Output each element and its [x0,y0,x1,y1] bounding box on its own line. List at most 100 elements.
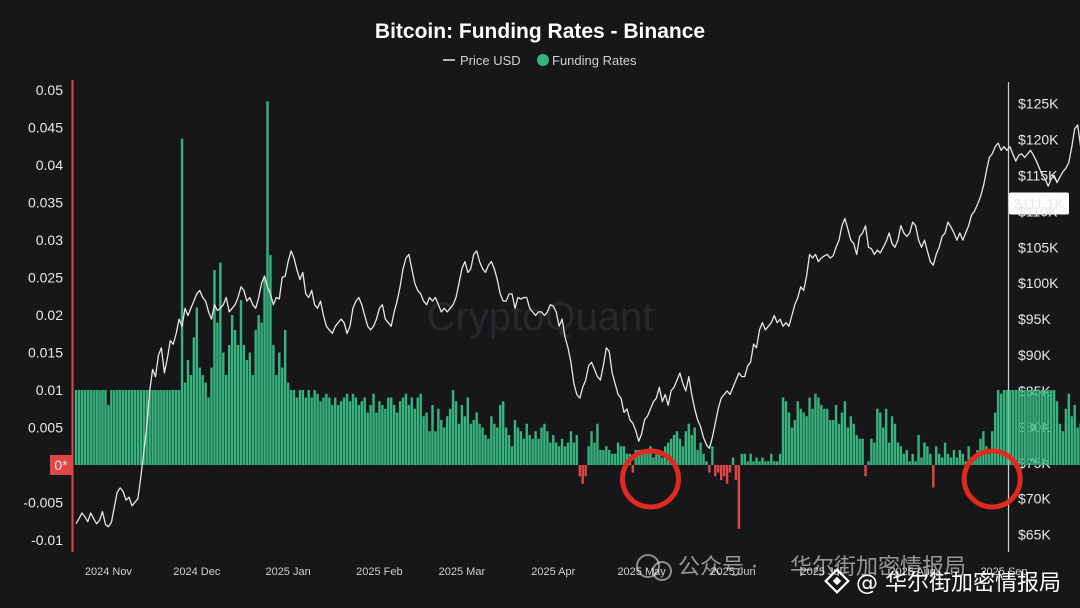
funding-rate-bar [183,382,187,465]
funding-rate-bar [693,427,696,465]
watermark: CryptoQuant [427,295,654,339]
funding-rate-bar [837,423,841,465]
funding-rate-bar [834,405,838,465]
funding-rate-bar [864,465,867,477]
price-line-group [75,124,1080,528]
funding-rate-bar [531,438,534,465]
funding-rate-bar [204,382,207,465]
funding-rate-bar [876,408,879,465]
funding-rate-bar [331,405,334,465]
funding-rate-bar [1064,408,1068,465]
funding-rate-bar [725,465,729,484]
funding-rate-bar [1029,390,1032,465]
funding-rate-bar [357,405,361,465]
funding-rate-bar [443,427,446,465]
funding-rate-bar [401,397,405,465]
funding-rate-bar [366,412,369,465]
funding-rate-bar [563,446,567,465]
funding-rate-bar [1011,390,1015,465]
funding-rate-bar [501,401,505,465]
zero-tick-badge [50,455,72,475]
funding-rate-bar [325,393,328,465]
funding-rate-bar [940,457,944,465]
funding-rate-bar [999,393,1003,465]
funding-rate-bar [478,423,481,465]
legend[interactable]: Price USD Funding Rates [443,53,637,68]
funding-rate-bar [454,401,458,465]
funding-rate-bar [1014,390,1017,465]
funding-rate-bar [770,453,773,465]
funding-rate-bar [289,390,293,465]
funding-rate-bar [552,435,555,465]
funding-rate-bar [908,461,911,465]
funding-rate-bar [381,405,384,465]
funding-rate-bar [687,423,690,465]
funding-rate-bar [242,345,246,465]
funding-rate-bar [496,427,499,465]
funding-rate-bar [737,465,741,529]
funding-rate-bar [890,416,894,465]
left-tick-label: 0.025 [28,270,63,286]
funding-rate-bar [307,390,310,465]
funding-rate-bar [219,262,222,465]
funding-rate-bar [413,408,417,465]
funding-rate-bar [269,255,272,465]
funding-rate-bar [893,423,897,465]
funding-rate-bar [448,408,452,465]
funding-rate-bar [566,442,570,465]
funding-rate-bar [587,446,590,465]
funding-rate-bar [92,390,95,465]
funding-rate-bar [584,465,587,477]
legend-funding-label[interactable]: Funding Rates [552,53,637,68]
funding-rate-bar [484,435,487,465]
funding-rate-bar [469,423,472,465]
funding-rate-bar [390,397,393,465]
footer-badge: @ 华尔街加密情报局 [856,571,1061,596]
funding-rate-bar [275,375,278,465]
funding-rate-bar [1017,390,1020,465]
funding-rate-bar [652,457,655,465]
funding-rate-bar [937,453,941,465]
left-tick-label: 0.02 [36,307,63,323]
funding-rate-bar [870,438,873,465]
funding-rate-bar [195,307,198,465]
funding-rate-bar [425,412,428,465]
right-tick-label: $105K [1018,239,1059,255]
funding-rate-bar [661,457,664,465]
funding-rate-bar [166,390,169,465]
funding-rate-bar [672,435,676,465]
funding-rate-bar [163,390,166,465]
funding-rate-bar [678,438,682,465]
funding-rate-bar [549,442,552,465]
funding-rate-bar [855,435,858,465]
funding-rate-bar [717,465,720,473]
funding-rate-bar [254,330,257,465]
x-tick-label: 2025 Mar [439,566,486,578]
funding-rate-bar [761,457,764,465]
funding-rate-bar [964,461,967,465]
funding-rate-bar [278,352,281,465]
funding-rate-bar [799,408,802,465]
funding-rate-bar [245,360,249,465]
funding-rate-bar [95,390,98,465]
funding-rate-bar [230,315,234,465]
funding-rate-bar [369,405,372,465]
funding-rate-bar [805,416,808,465]
funding-rate-bar [705,461,708,465]
funding-rate-bar [728,465,732,473]
funding-rate-bar [310,397,313,465]
right-tick-label: $95K [1018,311,1051,327]
funding-rate-bar [534,431,537,465]
funding-rate-bar [731,457,735,465]
legend-price-label[interactable]: Price USD [460,53,521,68]
left-tick-label: -0.01 [31,532,63,548]
funding-rate-bar [817,397,820,465]
right-tick-label: $90K [1018,347,1051,363]
funding-rate-bar [622,446,626,465]
funding-rate-bar [946,453,950,465]
funding-rate-bar [295,397,299,465]
funding-rate-bar [328,397,331,465]
funding-rate-bar [781,397,785,465]
right-tick-label: $100K [1018,275,1059,291]
